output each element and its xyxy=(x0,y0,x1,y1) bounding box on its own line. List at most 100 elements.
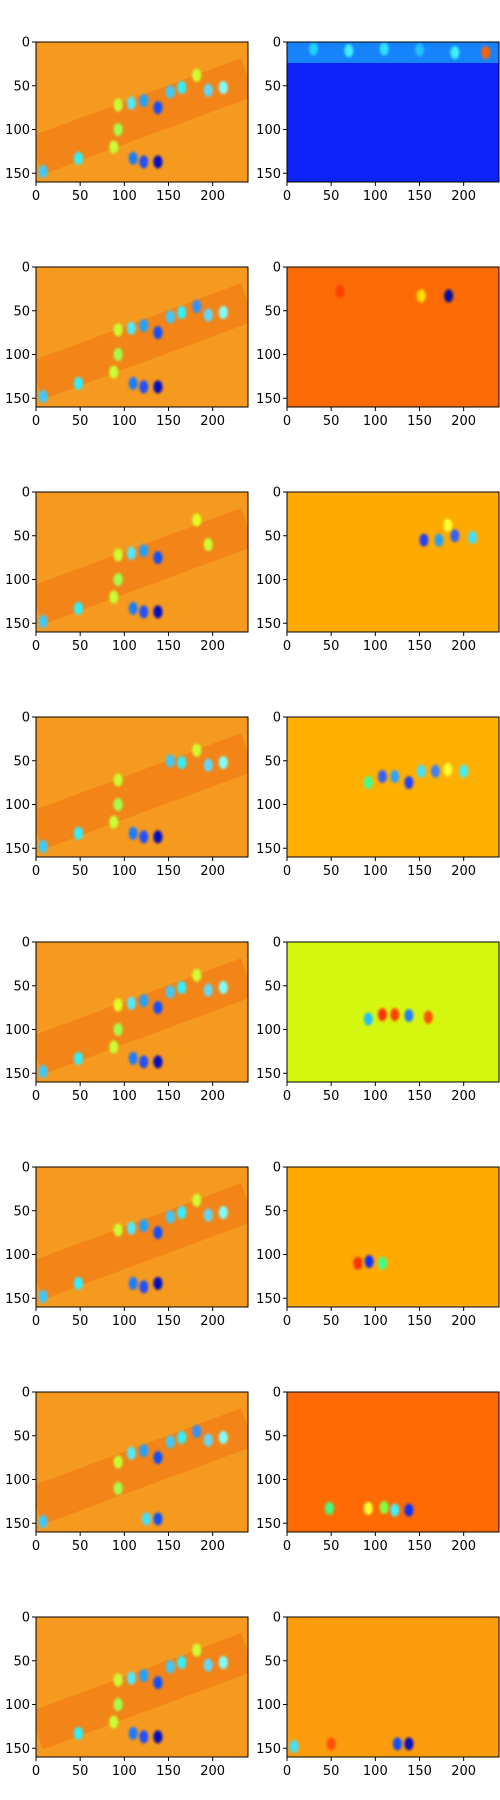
feature-blob xyxy=(128,1276,138,1290)
feature-blob xyxy=(404,1737,414,1751)
feature-blob xyxy=(165,85,175,99)
feature-blob xyxy=(379,1501,389,1514)
feature-blob xyxy=(390,770,400,783)
panel-image xyxy=(289,1737,414,1753)
feature-blob xyxy=(128,1726,138,1740)
y-tick-label: 50 xyxy=(13,79,30,94)
panel-frame xyxy=(35,941,249,1083)
y-tick-label: 100 xyxy=(5,1248,30,1263)
x-tick-label: 200 xyxy=(451,639,476,654)
feature-blob xyxy=(113,98,123,112)
feature-blob xyxy=(443,763,453,776)
panel-frame xyxy=(35,41,249,183)
feature-blob xyxy=(165,1435,175,1449)
feature-blob xyxy=(139,94,149,108)
y-tick-label: 150 xyxy=(256,1742,281,1757)
y-tick-label: 50 xyxy=(264,1429,281,1444)
feature-blob xyxy=(139,380,149,394)
feature-blob xyxy=(203,1658,213,1672)
y-tick-label: 50 xyxy=(264,754,281,769)
x-tick-label: 100 xyxy=(363,1314,388,1329)
y-tick-label: 150 xyxy=(5,1292,30,1307)
x-tick-label: 200 xyxy=(200,1314,225,1329)
x-tick-label: 50 xyxy=(323,864,340,879)
x-tick-label: 0 xyxy=(283,414,291,429)
feature-blob xyxy=(153,380,163,394)
x-tick-label: 0 xyxy=(32,189,40,204)
feature-blob xyxy=(109,590,119,604)
x-tick-label: 0 xyxy=(283,189,291,204)
x-tick-label: 150 xyxy=(407,1089,432,1104)
panel-background xyxy=(287,717,499,857)
y-tick-label: 50 xyxy=(264,304,281,319)
feature-blob xyxy=(419,533,429,547)
x-tick-label: 200 xyxy=(451,864,476,879)
feature-blob xyxy=(450,529,460,543)
y-tick-label: 100 xyxy=(5,123,30,138)
feature-blob xyxy=(218,756,228,769)
feature-blob xyxy=(139,605,149,619)
panel-left-8: 0 50 100 150 200 0 50 100 150 xyxy=(5,1611,249,1779)
y-tick-label: 100 xyxy=(5,798,30,813)
feature-blob xyxy=(203,538,213,551)
y-tick-label: 100 xyxy=(5,1023,30,1038)
feature-blob xyxy=(289,1740,299,1753)
feature-blob xyxy=(444,289,454,303)
panel-right-4: 0 50 100 150 200 0 50 100 150 xyxy=(256,711,500,879)
feature-blob xyxy=(139,1055,149,1069)
feature-blob xyxy=(165,985,175,999)
feature-blob xyxy=(38,615,48,628)
feature-blob xyxy=(218,1656,228,1669)
x-tick-label: 100 xyxy=(112,864,137,879)
panel-frame xyxy=(35,266,249,408)
feature-blob xyxy=(113,1223,123,1237)
feature-blob xyxy=(153,1451,163,1465)
feature-blob xyxy=(430,764,440,778)
feature-blob xyxy=(404,1009,414,1022)
panel-image xyxy=(36,958,248,1078)
panel-left-1: 0 50 100 150 200 0 50 100 150 xyxy=(5,36,249,204)
feature-blob xyxy=(326,1737,336,1751)
panel-image xyxy=(36,283,248,403)
feature-blob xyxy=(177,81,187,94)
y-tick-label: 150 xyxy=(5,1742,30,1757)
x-tick-label: 50 xyxy=(72,414,89,429)
y-tick-label: 100 xyxy=(5,348,30,363)
feature-blob xyxy=(128,601,138,615)
feature-blob xyxy=(165,1210,175,1224)
panel-frame xyxy=(286,491,500,633)
x-tick-label: 0 xyxy=(283,639,291,654)
feature-blob xyxy=(113,1455,123,1469)
panel-background xyxy=(287,1167,499,1307)
x-tick-label: 0 xyxy=(32,1314,40,1329)
y-tick-label: 100 xyxy=(256,1023,281,1038)
y-tick-label: 0 xyxy=(22,261,30,276)
x-tick-label: 200 xyxy=(451,1089,476,1104)
feature-blob xyxy=(177,1431,187,1444)
x-tick-label: 200 xyxy=(200,1539,225,1554)
feature-blob xyxy=(73,826,83,840)
feature-blob xyxy=(468,531,477,544)
x-tick-label: 100 xyxy=(112,189,137,204)
feature-blob xyxy=(363,1501,373,1515)
panel-right-1: 0 50 100 150 200 0 50 100 150 xyxy=(256,36,500,204)
y-tick-label: 100 xyxy=(256,1698,281,1713)
feature-blob xyxy=(203,308,213,322)
y-tick-label: 50 xyxy=(264,1654,281,1669)
top-band xyxy=(287,42,499,63)
feature-blob xyxy=(139,319,149,333)
feature-blob xyxy=(113,773,123,787)
panel-frame xyxy=(286,716,500,858)
feature-blob xyxy=(113,1673,123,1687)
y-tick-label: 0 xyxy=(273,711,281,726)
feature-blob xyxy=(218,981,228,994)
panel-image xyxy=(363,1008,433,1026)
feature-blob xyxy=(379,42,389,56)
panel-left-7: 0 50 100 150 200 0 50 100 150 xyxy=(5,1386,249,1554)
feature-blob xyxy=(192,743,202,757)
y-tick-label: 100 xyxy=(5,1473,30,1488)
y-tick-label: 150 xyxy=(5,1517,30,1532)
diagonal-band xyxy=(36,508,248,625)
feature-blob xyxy=(153,1055,163,1069)
